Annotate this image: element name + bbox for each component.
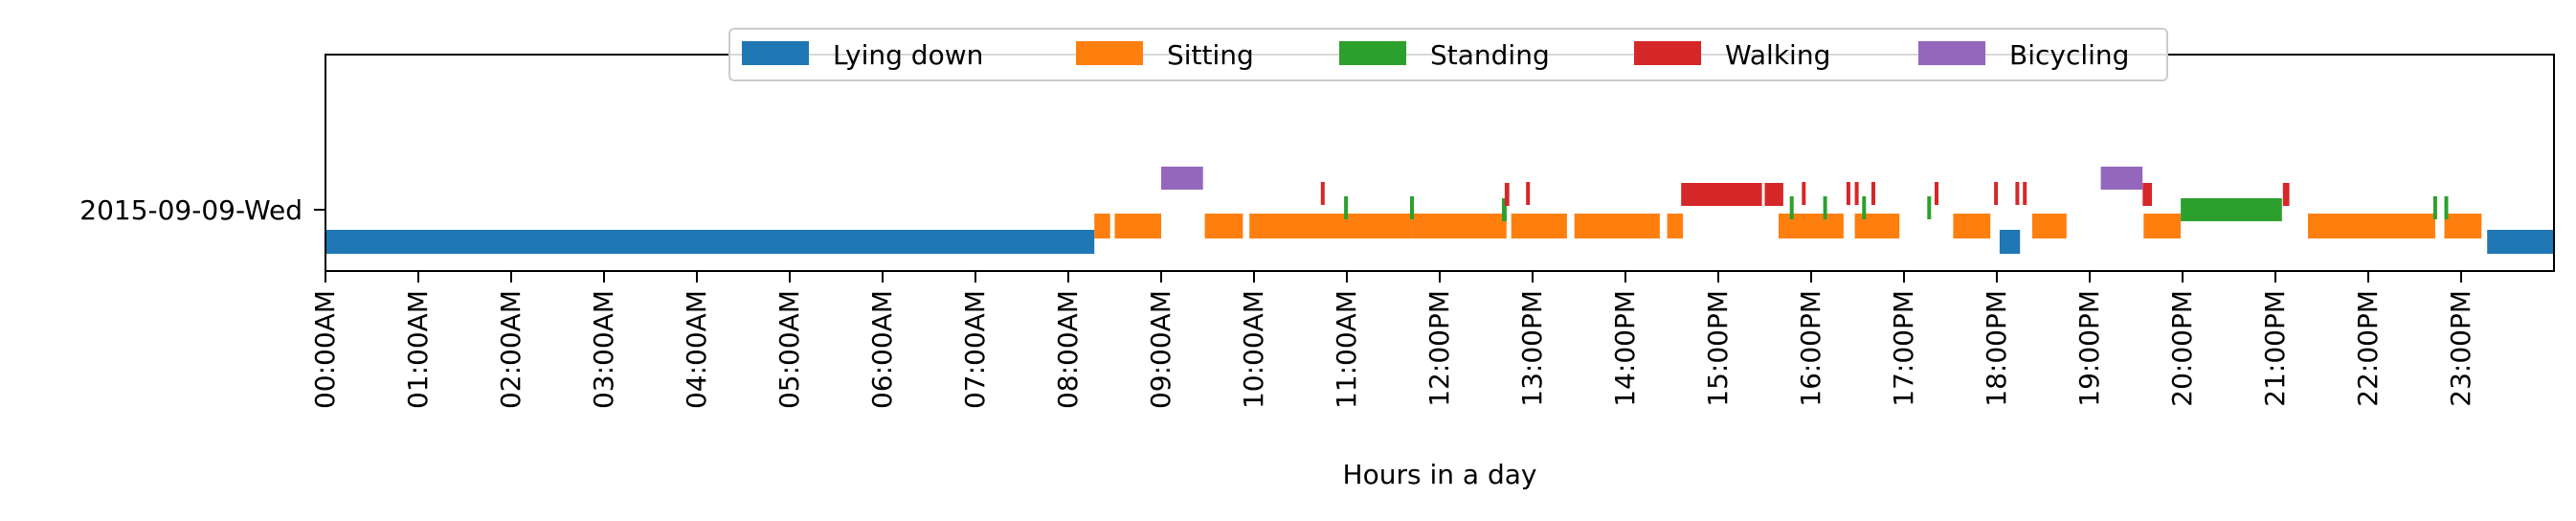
legend-entry-sitting: Sitting [1076, 39, 1254, 71]
legend-swatch [742, 41, 809, 65]
standing-interval [2444, 196, 2449, 219]
x-tick-label: 03:00AM [588, 290, 619, 409]
lying-down-interval [2487, 230, 2554, 254]
walking-interval [1764, 183, 1783, 206]
legend-swatch [1918, 41, 1985, 65]
x-axis-label: Hours in a day [1343, 459, 1537, 490]
x-axis: 00:00AM 01:00AM 02:00AM 03:00AM 04:00AM 05:00… [309, 271, 2476, 409]
legend-swatch [1339, 41, 1406, 65]
x-tick-label: 11:00AM [1331, 290, 1362, 409]
series-lying-down [325, 230, 2554, 254]
walking-interval [1526, 182, 1531, 205]
sitting-interval [1511, 214, 1567, 238]
walking-interval [1854, 182, 1859, 205]
series-standing [1344, 196, 2449, 221]
x-tick-label: 13:00PM [1516, 290, 1548, 407]
lying-down-interval [1999, 230, 2021, 254]
legend-entry-lying-down: Lying down [742, 39, 983, 71]
walking-interval [2142, 183, 2152, 206]
sitting-interval [1114, 214, 1161, 238]
y-axis: 2015-09-09-Wed [79, 194, 325, 226]
bicycling-interval [1161, 167, 1203, 190]
x-tick-label: 06:00AM [866, 290, 898, 409]
legend-label: Lying down [833, 39, 983, 71]
walking-interval [1994, 182, 1999, 205]
x-tick-label: 00:00AM [309, 290, 341, 409]
x-tick-label: 17:00PM [1888, 290, 1919, 407]
standing-interval [1344, 196, 1349, 219]
sitting-interval [1854, 214, 1900, 238]
walking-interval [2015, 182, 2020, 205]
walking-interval [1320, 182, 1325, 205]
sitting-interval [1667, 214, 1684, 238]
x-tick-label: 10:00AM [1238, 290, 1269, 409]
legend-entry-bicycling: Bicycling [1918, 39, 2129, 71]
standing-interval [1927, 196, 1932, 219]
series-bicycling [1161, 167, 2143, 190]
sitting-interval [2031, 214, 2067, 238]
x-tick-label: 18:00PM [1981, 290, 2012, 407]
series-sitting [1094, 214, 2482, 238]
series-walking [1320, 182, 2290, 206]
walking-interval [1504, 183, 1510, 206]
standing-interval [1502, 198, 1507, 221]
standing-interval [2432, 196, 2437, 219]
x-tick-label: 22:00PM [2352, 290, 2384, 407]
standing-interval [1410, 196, 1414, 219]
standing-interval [1789, 196, 1794, 219]
lying-down-interval [325, 230, 1095, 254]
x-tick-label: 09:00AM [1145, 290, 1176, 409]
standing-interval [2181, 198, 2282, 221]
sitting-interval [2308, 214, 2435, 238]
legend-label: Bicycling [2009, 39, 2129, 71]
legend-entry-walking: Walking [1634, 39, 1830, 71]
sitting-interval [2444, 214, 2482, 238]
x-tick-label: 23:00PM [2445, 290, 2476, 407]
chart-marks [325, 167, 2554, 254]
sitting-interval [2143, 214, 2182, 238]
x-tick-label: 15:00PM [1702, 290, 1734, 407]
x-tick-label: 08:00AM [1052, 290, 1084, 409]
x-tick-label: 21:00PM [2259, 290, 2291, 407]
walking-interval [2282, 183, 2290, 206]
x-tick-label: 04:00AM [681, 290, 712, 409]
bicycling-interval [2100, 167, 2143, 190]
walking-interval [1935, 182, 1938, 205]
walking-interval [1846, 182, 1850, 205]
walking-interval [2023, 182, 2027, 205]
walking-interval [1681, 183, 1762, 206]
standing-interval [1862, 196, 1867, 219]
sitting-interval [1574, 214, 1660, 238]
x-tick-label: 16:00PM [1795, 290, 1826, 407]
sitting-interval [1204, 214, 1243, 238]
legend: Lying down Sitting Standing Walking Bicyclin… [728, 28, 2168, 81]
x-tick-label: 01:00AM [402, 290, 434, 409]
legend-label: Walking [1725, 39, 1830, 71]
sitting-interval [1779, 214, 1844, 238]
x-tick-label: 02:00AM [495, 290, 526, 409]
x-tick-label: 19:00PM [2073, 290, 2105, 407]
x-tick-label: 07:00AM [959, 290, 991, 409]
legend-label: Standing [1430, 39, 1550, 71]
legend-swatch [1076, 41, 1143, 65]
legend-swatch [1634, 41, 1701, 65]
walking-interval [1802, 182, 1806, 205]
sitting-interval [1094, 214, 1110, 238]
standing-interval [1823, 196, 1827, 219]
x-tick-label: 05:00AM [773, 290, 805, 409]
legend-entry-standing: Standing [1339, 39, 1550, 71]
sitting-interval [1411, 214, 1507, 238]
x-tick-label: 14:00PM [1609, 290, 1641, 407]
y-tick-label: 2015-09-09-Wed [79, 194, 302, 226]
sitting-interval [1249, 214, 1412, 238]
x-tick-label: 20:00PM [2166, 290, 2198, 407]
x-tick-label: 12:00PM [1423, 290, 1455, 407]
legend-label: Sitting [1167, 39, 1254, 71]
sitting-interval [1953, 214, 1991, 238]
walking-interval [1871, 182, 1875, 205]
